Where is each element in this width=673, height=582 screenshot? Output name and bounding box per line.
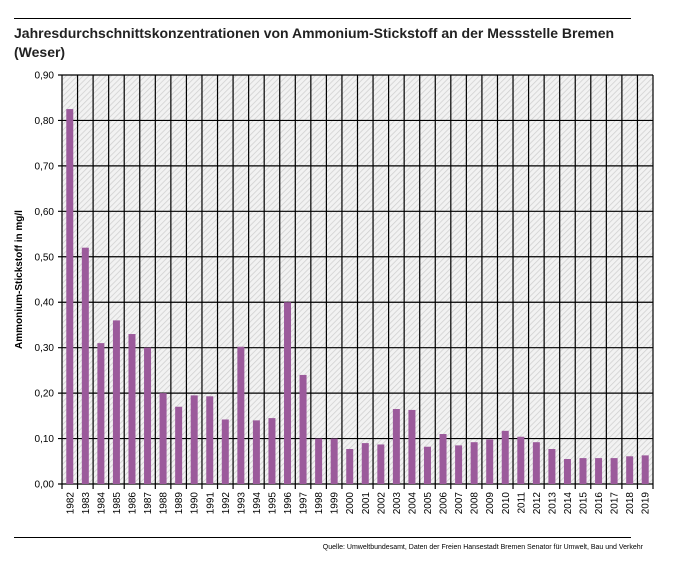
x-tick-label: 1990 — [190, 492, 201, 515]
x-tick-label: 2006 — [439, 492, 450, 515]
bar-1996 — [284, 302, 292, 484]
x-tick-label: 2011 — [516, 492, 527, 514]
bar-2019 — [641, 455, 649, 484]
x-tick-label: 2016 — [594, 492, 605, 515]
bar-2016 — [595, 458, 603, 484]
x-tick-label: 2007 — [454, 492, 465, 515]
x-tick-label: 1993 — [236, 492, 247, 515]
x-tick-label: 1994 — [252, 492, 263, 515]
y-tick-label: 0,70 — [35, 161, 55, 172]
bar-1986 — [128, 334, 136, 484]
x-tick-label: 2012 — [532, 492, 543, 515]
x-tick-label: 1997 — [299, 492, 310, 515]
y-axis-label: Ammonium-Stickstoff in mg/l — [14, 210, 25, 349]
top-rule — [14, 18, 631, 19]
x-tick-label: 2005 — [423, 492, 434, 515]
x-tick-label: 2004 — [407, 492, 418, 515]
bar-2007 — [455, 445, 463, 484]
y-tick-label: 0,60 — [35, 207, 55, 218]
x-tick-label: 2018 — [625, 492, 636, 515]
bar-1983 — [81, 247, 89, 484]
y-tick-label: 0,00 — [35, 480, 55, 491]
bar-2003 — [392, 409, 400, 484]
bar-1995 — [268, 418, 276, 484]
x-tick-label: 1988 — [159, 492, 170, 515]
bar-2018 — [626, 456, 634, 484]
x-tick-label: 1989 — [174, 492, 185, 515]
x-tick-label: 2008 — [470, 492, 481, 515]
x-tick-label: 2000 — [345, 492, 356, 515]
bar-1987 — [144, 347, 152, 484]
x-tick-label: 2010 — [501, 492, 512, 515]
bar-2010 — [501, 430, 509, 484]
x-tick-label: 1987 — [143, 492, 154, 515]
x-tick-label: 1982 — [65, 492, 76, 515]
bar-2002 — [377, 444, 385, 484]
y-tick-label: 0,10 — [35, 434, 55, 445]
source-note: Quelle: Umweltbundesamt, Daten der Freie… — [322, 544, 643, 551]
y-tick-label: 0,80 — [35, 116, 55, 127]
x-tick-label: 1983 — [81, 492, 92, 515]
x-tick-label: 2013 — [547, 492, 558, 515]
bar-1990 — [190, 395, 198, 484]
bottom-rule — [14, 537, 631, 538]
bar-2011 — [517, 436, 525, 484]
x-tick-label: 1984 — [96, 492, 107, 515]
x-tick-label: 1985 — [112, 492, 123, 515]
x-tick-label: 2003 — [392, 492, 403, 515]
bar-2001 — [361, 443, 369, 484]
y-tick-label: 0,40 — [35, 298, 55, 309]
x-tick-label: 1992 — [221, 492, 232, 515]
bar-1999 — [330, 438, 338, 484]
bar-1989 — [175, 406, 183, 484]
bar-2012 — [532, 442, 540, 484]
bar-2000 — [346, 449, 354, 484]
bar-2017 — [610, 458, 618, 484]
x-tick-label: 2015 — [579, 492, 590, 515]
bar-1985 — [112, 320, 120, 484]
bar-2004 — [408, 409, 416, 484]
x-tick-label: 2017 — [610, 492, 621, 515]
x-tick-label: 2014 — [563, 492, 574, 515]
x-tick-label: 2009 — [485, 492, 496, 515]
x-tick-label: 1995 — [267, 492, 278, 515]
bar-2013 — [548, 449, 556, 484]
bar-1992 — [221, 419, 229, 484]
bar-1982 — [66, 109, 74, 484]
bar-2008 — [470, 442, 478, 484]
x-tick-label: 1996 — [283, 492, 294, 515]
bar-1991 — [206, 396, 214, 484]
chart-title: Jahresdurchschnittskonzentrationen von A… — [14, 25, 615, 60]
bar-1997 — [299, 374, 307, 484]
x-tick-label: 1986 — [127, 492, 138, 515]
x-tick-label: 1998 — [314, 492, 325, 515]
x-tick-label: 2002 — [376, 492, 387, 515]
x-tick-label: 2001 — [361, 492, 372, 515]
bar-1988 — [159, 393, 167, 484]
x-tick-label: 1991 — [205, 492, 216, 515]
x-tick-label: 1999 — [330, 492, 341, 515]
bar-2006 — [439, 434, 447, 484]
y-tick-label: 0,20 — [35, 389, 55, 400]
bar-1994 — [252, 420, 260, 484]
y-tick-label: 0,90 — [35, 71, 55, 82]
bar-2005 — [423, 446, 431, 484]
bar-1984 — [97, 343, 105, 484]
bar-2009 — [486, 439, 494, 484]
y-tick-label: 0,50 — [35, 252, 55, 263]
bar-2014 — [563, 459, 571, 484]
bar-2015 — [579, 458, 587, 484]
x-tick-label: 2019 — [641, 492, 652, 515]
y-tick-label: 0,30 — [35, 343, 55, 354]
bar-1998 — [315, 438, 323, 484]
bar-1993 — [237, 346, 245, 484]
